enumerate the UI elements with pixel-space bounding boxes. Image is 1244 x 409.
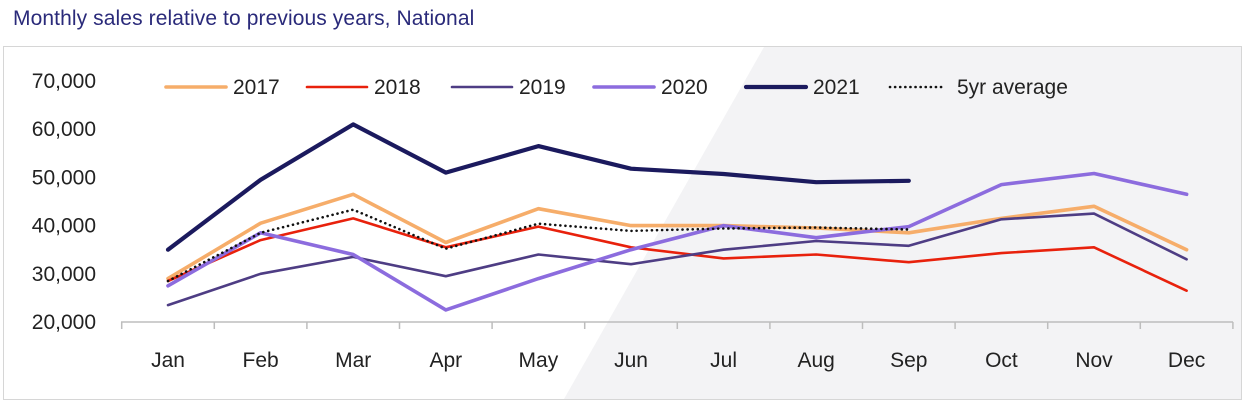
legend-label-2019: 2019 — [519, 76, 566, 99]
x-tick-label: Aug — [798, 349, 835, 372]
series-line-5yr-average — [166, 208, 911, 283]
y-tick-label: 20,000 — [32, 311, 96, 334]
x-tick-label: Oct — [985, 349, 1018, 372]
x-tick-label: May — [519, 349, 559, 372]
x-tick-label: Feb — [243, 349, 279, 372]
x-axis: Jan Feb Mar Apr May Jun Jul Aug Sep Oct Nov Dec — [120, 321, 1234, 372]
legend-label-5yr-average: 5yr average — [957, 76, 1068, 99]
x-tick-label: Nov — [1075, 349, 1113, 372]
legend-label-2021: 2021 — [813, 76, 860, 99]
x-tick-label: Apr — [429, 349, 462, 372]
x-tick-label: Sep — [890, 349, 927, 372]
y-axis: 20,000 30,000 40,000 50,000 60,000 70,000 — [32, 70, 96, 334]
y-tick-label: 40,000 — [32, 215, 96, 238]
legend-label-2018: 2018 — [374, 76, 421, 99]
series-line-2019 — [166, 212, 1188, 307]
chart-title: Monthly sales relative to previous years… — [13, 7, 475, 30]
legend-label-2020: 2020 — [661, 76, 708, 99]
series-line-2017 — [166, 192, 1189, 281]
x-tick-label: Mar — [335, 349, 371, 372]
y-tick-label: 70,000 — [32, 70, 96, 93]
x-tick-label: Jun — [614, 349, 648, 372]
series-line-2018 — [166, 217, 1188, 292]
legend: 2017 2018 2019 2020 2021 5yr average — [164, 76, 1068, 99]
series-lines — [165, 122, 1189, 312]
y-tick-label: 50,000 — [32, 166, 96, 189]
x-tick-label: Dec — [1168, 349, 1205, 372]
y-tick-label: 60,000 — [32, 118, 96, 141]
series-line-2020 — [166, 171, 1189, 312]
line-chart: 20,000 30,000 40,000 50,000 60,000 70,000 Jan… — [32, 47, 1241, 399]
chart-panel: 20,000 30,000 40,000 50,000 60,000 70,000 Jan… — [3, 46, 1242, 400]
y-tick-label: 30,000 — [32, 263, 96, 286]
series-line-2021 — [165, 122, 911, 252]
x-tick-label: Jul — [710, 349, 737, 372]
background-shade — [564, 47, 1241, 399]
x-tick-label: Jan — [151, 349, 185, 372]
legend-label-2017: 2017 — [233, 76, 280, 99]
